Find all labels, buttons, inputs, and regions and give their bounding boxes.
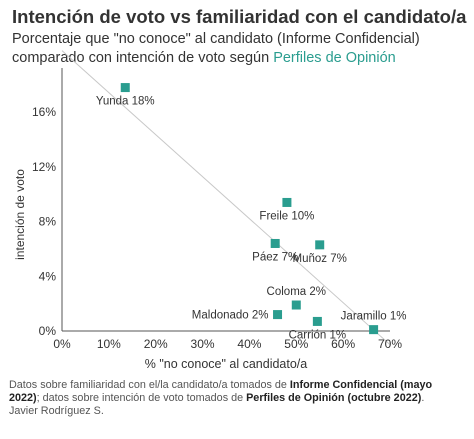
data-point xyxy=(282,197,292,207)
chart-subtitle: Porcentaje que "no conoce" al candidato … xyxy=(12,30,472,68)
data-point xyxy=(369,325,379,335)
y-tick-label: 12% xyxy=(32,160,56,174)
x-tick-label: 10% xyxy=(97,337,121,351)
footer-source-1: Informe Confidencial (mayo xyxy=(289,379,433,391)
y-ticks: 0% 4% 8% 12% 16% xyxy=(32,105,56,338)
x-axis-label: % "no conoce" al candidato/a xyxy=(145,357,308,371)
subtitle-source: Perfiles de Opinión xyxy=(273,50,396,66)
data-label: Yunda 18% xyxy=(96,96,155,108)
x-tick-label: 40% xyxy=(237,337,261,351)
footer-author: Javier Rodríguez S. xyxy=(9,405,104,417)
subtitle-line-1: Porcentaje que "no conoce" al candidato … xyxy=(12,31,420,47)
data-point xyxy=(273,310,283,320)
y-tick-label: 0% xyxy=(39,324,57,338)
data-label: Muñoz 7% xyxy=(293,253,347,265)
footer-line-2: 2022); datos sobre intención de voto tom… xyxy=(9,392,471,405)
trend-line xyxy=(61,50,391,346)
x-tick-label: 0% xyxy=(53,337,71,351)
data-label: Páez 7% xyxy=(252,251,298,263)
data-label: Maldonado 2% xyxy=(192,310,269,322)
x-tick-label: 20% xyxy=(144,337,168,351)
x-tick-label: 60% xyxy=(331,337,355,351)
y-tick-label: 16% xyxy=(32,105,56,119)
footer-middle: ; datos sobre intención de voto tomados … xyxy=(36,392,247,404)
footer-source-2: Perfiles de Opinión (octubre 2022) xyxy=(246,392,422,404)
data-label: Carrión 1% xyxy=(289,329,347,341)
data-point xyxy=(291,300,301,310)
data-point xyxy=(120,83,130,93)
footer-credits: Datos sobre familiaridad con el/la candi… xyxy=(9,379,471,418)
subtitle-line-2: comparado con intención de voto según Pe… xyxy=(12,49,472,68)
y-tick-label: 4% xyxy=(39,269,57,283)
footer-end: . xyxy=(421,392,425,404)
y-axis-label: intención de voto xyxy=(13,169,27,260)
scatter-chart: 0% 10% 20% 30% 40% 50% 60% 70% 0% 4% 8% 12% 16% Yun… xyxy=(13,50,407,371)
data-label: Jaramillo 1% xyxy=(341,311,407,323)
y-tick-label: 8% xyxy=(39,215,57,229)
subtitle-prefix: comparado con intención de voto según xyxy=(12,50,274,66)
footer-prefix-1: Datos sobre familiaridad con el/la candi… xyxy=(9,379,290,391)
x-tick-label: 30% xyxy=(191,337,215,351)
x-tick-label: 70% xyxy=(378,337,402,351)
x-tick-label: 50% xyxy=(284,337,308,351)
data-point xyxy=(312,316,322,326)
data-label: Freile 10% xyxy=(259,210,314,222)
data-label: Coloma 2% xyxy=(267,286,326,298)
x-ticks: 0% 10% 20% 30% 40% 50% 60% 70% xyxy=(53,337,402,351)
data-point xyxy=(270,238,280,248)
chart-title: Intención de voto vs familiaridad con el… xyxy=(12,6,467,27)
footer-line-1: Datos sobre familiaridad con el/la candi… xyxy=(9,379,471,392)
footer-source-1-cont: 2022) xyxy=(9,392,37,404)
data-point xyxy=(315,240,325,250)
points-layer: Yunda 18% Freile 10% Páez 7%Muñoz 7% Coloma… xyxy=(96,83,407,341)
